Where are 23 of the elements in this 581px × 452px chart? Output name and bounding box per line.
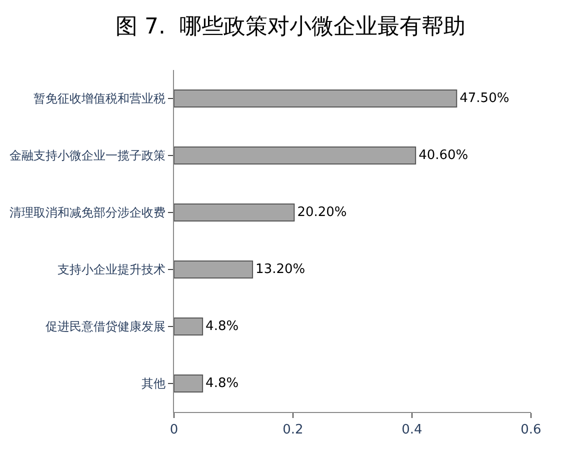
y-tick-label: 金融支持小微企业一揽子政策 xyxy=(10,148,166,163)
x-tick-label: 0.6 xyxy=(520,422,542,438)
x-tick-label: 0.4 xyxy=(402,422,422,438)
bar xyxy=(174,260,254,279)
y-tick-label: 其他 xyxy=(142,376,166,391)
bar xyxy=(174,374,204,393)
bar xyxy=(174,317,204,336)
bar xyxy=(174,89,458,108)
chart-title: 图 7. 哪些政策对小微企业最有帮助 xyxy=(116,14,466,40)
data-label: 13.20% xyxy=(256,262,306,277)
data-label: 20.20% xyxy=(297,205,347,220)
data-label: 4.8% xyxy=(206,376,239,391)
data-label: 40.60% xyxy=(418,148,468,163)
x-tick-label: 0 xyxy=(170,422,178,438)
y-tick-label: 暂免征收增值税和营业税 xyxy=(34,92,166,106)
x-tick-label: 0.2 xyxy=(282,422,304,438)
bar xyxy=(174,146,416,165)
bar xyxy=(174,203,295,222)
data-label: 47.50% xyxy=(460,91,510,106)
y-tick-label: 支持小企业提升技术 xyxy=(58,262,166,277)
y-tick-label: 清理取消和减免部分涉企收费 xyxy=(10,206,166,220)
data-label: 4.8% xyxy=(206,319,239,334)
y-tick-label: 促进民意借贷健康发展 xyxy=(46,320,166,334)
